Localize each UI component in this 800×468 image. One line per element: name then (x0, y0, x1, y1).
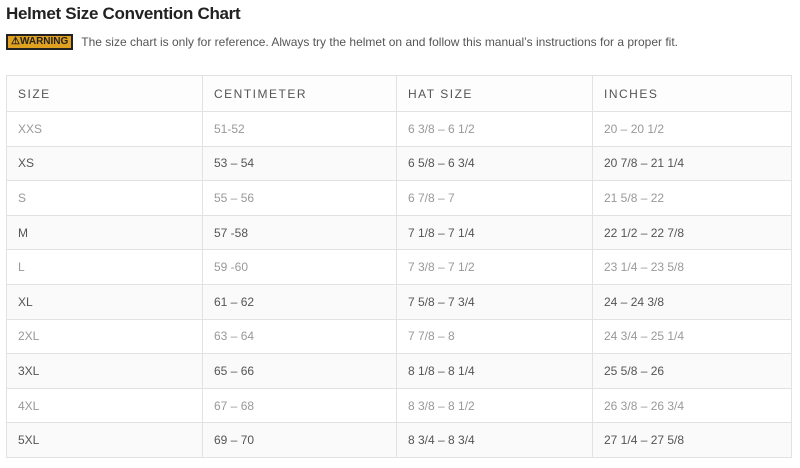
centimeter-cell: 69 – 70 (202, 422, 397, 458)
size-cell: 5XL (6, 422, 203, 458)
hat-size-cell: 6 5/8 – 6 3/4 (396, 145, 593, 182)
inches-cell: 27 1/4 – 27 5/8 (592, 422, 792, 458)
size-cell: XS (6, 145, 203, 182)
hat-size-cell: 8 3/4 – 8 3/4 (396, 422, 593, 458)
inches-cell: 22 1/2 – 22 7/8 (592, 214, 792, 251)
size-cell: XL (6, 283, 203, 320)
size-cell: S (6, 180, 203, 216)
inches-cell: 20 7/8 – 21 1/4 (592, 145, 792, 182)
size-cell: 2XL (6, 318, 203, 355)
hat-size-cell: 8 3/8 – 8 1/2 (396, 387, 593, 424)
warning-badge: ⚠WARNING (6, 34, 74, 50)
inches-cell: 26 3/8 – 26 3/4 (592, 387, 792, 424)
centimeter-cell: 59 -60 (202, 249, 397, 285)
hat-size-cell: 7 3/8 – 7 1/2 (396, 249, 593, 285)
size-cell: 4XL (6, 387, 203, 424)
hat-size-cell: 7 1/8 – 7 1/4 (396, 214, 593, 251)
size-cell: 3XL (6, 353, 203, 389)
size-cell: L (6, 249, 203, 285)
inches-cell: 25 5/8 – 26 (592, 353, 792, 389)
centimeter-cell: 65 – 66 (202, 353, 397, 389)
warning-text: The size chart is only for reference. Al… (81, 35, 679, 49)
inches-cell: 24 – 24 3/8 (592, 283, 792, 320)
table-row: XS 53 – 54 6 5/8 – 6 3/4 20 7/8 – 21 1/4 (6, 145, 792, 182)
table-header-row: SIZE CENTIMETER HAT SIZE INCHES (6, 75, 792, 112)
inches-cell: 23 1/4 – 23 5/8 (592, 249, 792, 285)
warning-notice: ⚠WARNING The size chart is only for refe… (6, 34, 678, 50)
header-size: SIZE (6, 75, 203, 112)
size-cell: M (6, 214, 203, 251)
table-row: S 55 – 56 6 7/8 – 7 21 5/8 – 22 (6, 180, 792, 216)
hat-size-cell: 8 1/8 – 8 1/4 (396, 353, 593, 389)
table-row: L 59 -60 7 3/8 – 7 1/2 23 1/4 – 23 5/8 (6, 249, 792, 285)
hat-size-cell: 7 7/8 – 8 (396, 318, 593, 355)
hat-size-cell: 6 3/8 – 6 1/2 (396, 111, 593, 147)
header-centimeter: CENTIMETER (202, 75, 397, 112)
centimeter-cell: 57 -58 (202, 214, 397, 251)
header-hat-size: HAT SIZE (396, 75, 593, 112)
centimeter-cell: 61 – 62 (202, 283, 397, 320)
header-inches: INCHES (592, 75, 792, 112)
table-row: M 57 -58 7 1/8 – 7 1/4 22 1/2 – 22 7/8 (6, 214, 792, 251)
centimeter-cell: 51-52 (202, 111, 397, 147)
centimeter-cell: 53 – 54 (202, 145, 397, 182)
table-row: 2XL 63 – 64 7 7/8 – 8 24 3/4 – 25 1/4 (6, 318, 792, 355)
inches-cell: 20 – 20 1/2 (592, 111, 792, 147)
table-row: XL 61 – 62 7 5/8 – 7 3/4 24 – 24 3/8 (6, 283, 792, 320)
table-row: 3XL 65 – 66 8 1/8 – 8 1/4 25 5/8 – 26 (6, 353, 792, 389)
centimeter-cell: 63 – 64 (202, 318, 397, 355)
inches-cell: 24 3/4 – 25 1/4 (592, 318, 792, 355)
table-row: 4XL 67 – 68 8 3/8 – 8 1/2 26 3/8 – 26 3/4 (6, 387, 792, 424)
centimeter-cell: 67 – 68 (202, 387, 397, 424)
table-row: 5XL 69 – 70 8 3/4 – 8 3/4 27 1/4 – 27 5/8 (6, 422, 792, 458)
hat-size-cell: 6 7/8 – 7 (396, 180, 593, 216)
size-chart-table: SIZE CENTIMETER HAT SIZE INCHES XXS 51-52… (6, 75, 792, 458)
inches-cell: 21 5/8 – 22 (592, 180, 792, 216)
centimeter-cell: 55 – 56 (202, 180, 397, 216)
size-cell: XXS (6, 111, 203, 147)
page-title: Helmet Size Convention Chart (6, 4, 241, 23)
table-row: XXS 51-52 6 3/8 – 6 1/2 20 – 20 1/2 (6, 111, 792, 147)
hat-size-cell: 7 5/8 – 7 3/4 (396, 283, 593, 320)
